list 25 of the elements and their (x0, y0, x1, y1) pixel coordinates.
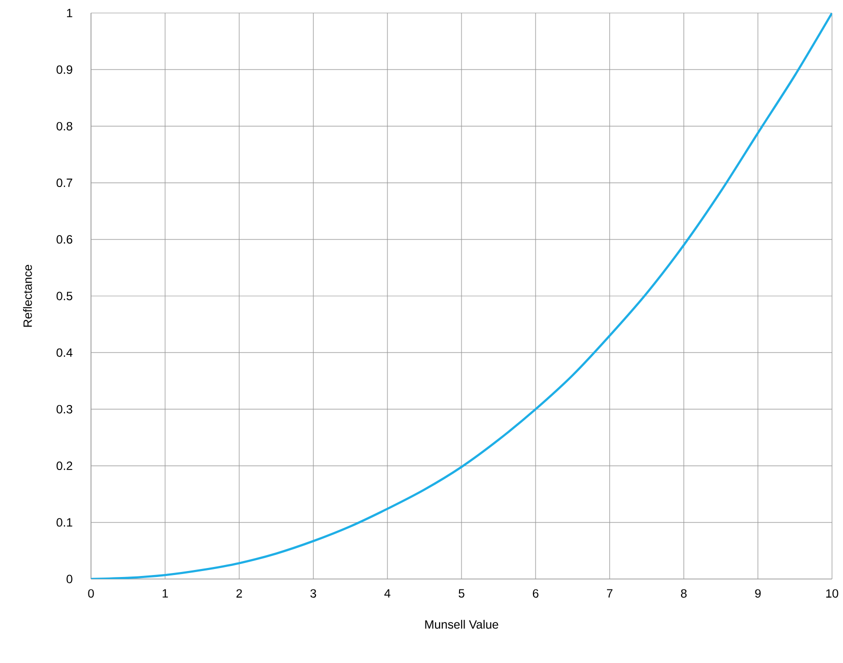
y-tick-label: 0.5 (56, 292, 72, 300)
x-tick-label: 5 (458, 589, 464, 598)
y-tick-label: 0.9 (56, 65, 72, 74)
y-tick-label: 0.6 (56, 235, 72, 244)
y-tick-label: 0 (66, 574, 72, 584)
y-axis-title: Reflectance (23, 264, 32, 327)
x-tick-label: 7 (606, 589, 612, 598)
x-tick-label: 2 (236, 589, 242, 598)
x-axis-title: Munsell Value (425, 620, 498, 629)
x-tick-label: 4 (384, 589, 390, 598)
x-tick-label: 6 (532, 589, 538, 598)
x-tick-label: 8 (680, 589, 687, 598)
y-tick-label: 0.4 (56, 348, 72, 357)
y-tick-label: 1 (67, 8, 72, 18)
y-tick-label: 0.8 (56, 122, 72, 130)
y-tick-label: 0.2 (56, 462, 72, 470)
y-tick-label: 0.7 (56, 178, 72, 188)
x-tick-label: 10 (826, 589, 838, 598)
x-tick-label: 3 (310, 589, 316, 598)
x-tick-label: 1 (162, 589, 168, 598)
line-series (91, 12, 832, 579)
x-tick-label: 9 (755, 589, 761, 598)
x-tick-label: 0 (88, 589, 94, 598)
y-tick-label: 0.1 (56, 518, 72, 527)
y-tick-label: 0.3 (56, 404, 72, 414)
